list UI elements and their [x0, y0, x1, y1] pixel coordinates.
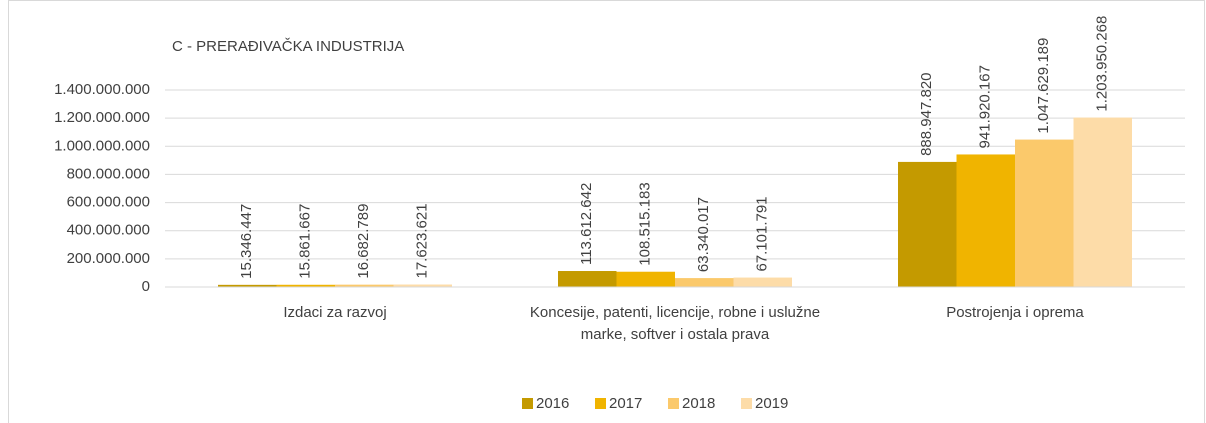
legend-swatch — [522, 398, 533, 409]
value-label: 67.101.791 — [754, 196, 771, 271]
y-tick-label: 800.000.000 — [67, 165, 150, 182]
value-label: 16.682.789 — [355, 204, 372, 279]
value-label: 941.920.167 — [977, 65, 994, 148]
y-tick-label: 200.000.000 — [67, 250, 150, 267]
bar — [898, 161, 957, 287]
bar — [1015, 139, 1074, 287]
bar — [616, 271, 675, 287]
legend-swatch — [595, 398, 606, 409]
x-tick-label: Koncesije, patenti, licencije, robne i u… — [529, 304, 821, 343]
bar — [335, 284, 394, 287]
value-label: 113.612.642 — [578, 183, 595, 265]
x-tick-label: Postrojenja i oprema — [946, 304, 1084, 321]
value-label: 108.515.183 — [637, 182, 654, 265]
legend-label: 2017 — [609, 395, 642, 412]
bar — [558, 271, 617, 287]
value-label: 15.861.667 — [297, 204, 314, 279]
bar — [733, 277, 792, 287]
chart-title: C - PRERAĐIVAČKA INDUSTRIJA — [172, 38, 404, 55]
value-label: 17.623.621 — [414, 203, 431, 278]
y-tick-label: 600.000.000 — [67, 194, 150, 211]
bar — [393, 284, 452, 287]
chart-border — [8, 0, 1205, 423]
value-label: 1.047.629.189 — [1035, 38, 1052, 134]
y-tick-label: 1.400.000.000 — [54, 81, 150, 98]
legend-swatch — [668, 398, 679, 409]
bar — [1073, 117, 1132, 287]
y-tick-label: 1.000.000.000 — [54, 137, 150, 154]
legend-swatch — [741, 398, 752, 409]
value-label: 63.340.017 — [695, 197, 712, 272]
value-label: 15.346.447 — [238, 204, 255, 279]
legend-label: 2016 — [536, 395, 569, 412]
bar — [675, 278, 734, 287]
value-label: 1.203.950.268 — [1094, 16, 1111, 112]
y-tick-label: 400.000.000 — [67, 222, 150, 239]
y-tick-label: 0 — [142, 278, 150, 295]
x-tick-label: Izdaci za razvoj — [283, 304, 387, 321]
bar — [956, 154, 1015, 287]
bar — [218, 284, 277, 287]
value-label: 888.947.820 — [918, 72, 935, 155]
bar — [276, 284, 335, 287]
y-tick-label: 1.200.000.000 — [54, 109, 150, 126]
legend-label: 2019 — [755, 395, 788, 412]
legend-label: 2018 — [682, 395, 715, 412]
